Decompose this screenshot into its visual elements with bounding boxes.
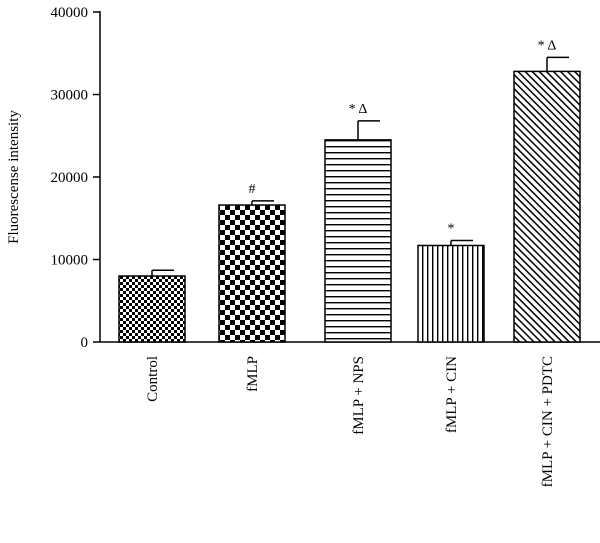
y-tick-label: 30000	[51, 88, 89, 104]
y-tick-label: 10000	[51, 253, 89, 269]
significance-annotation: *	[448, 222, 455, 237]
y-axis-label: Fluorescense intensity	[6, 110, 22, 244]
significance-annotation: #	[249, 182, 256, 197]
error-bars	[151, 56, 569, 276]
bar	[324, 139, 392, 343]
x-category-label: fMLP	[245, 356, 261, 392]
significance-annotations: # * Δ * * Δ	[249, 38, 557, 236]
significance-annotation: * Δ	[538, 38, 557, 53]
bar	[118, 275, 186, 343]
x-category-label: Control	[145, 356, 161, 402]
y-tick-label: 0	[81, 335, 89, 351]
significance-annotation: * Δ	[349, 102, 368, 117]
bar	[218, 204, 286, 343]
x-category-label: fMLP + CIN + PDTC	[540, 356, 556, 487]
x-category-label: fMLP + NPS	[351, 356, 367, 435]
x-axis-labels: Control fMLP fMLP + NPS fMLP + CIN fMLP + CI…	[145, 356, 556, 488]
x-category-label: fMLP + CIN	[444, 356, 460, 433]
y-tick-label: 40000	[51, 5, 89, 21]
y-tick-label: 20000	[51, 170, 89, 186]
bars	[118, 70, 581, 343]
bar	[417, 244, 485, 343]
bar	[513, 70, 581, 343]
y-axis-ticks: 0 10000 20000 30000 40000	[51, 5, 100, 351]
